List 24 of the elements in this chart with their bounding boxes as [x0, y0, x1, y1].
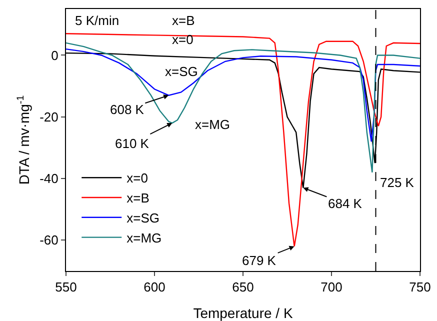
annotation: 679 K [242, 253, 276, 268]
ref-line-label: 725 K [380, 175, 414, 190]
x-axis-title: Temperature / K [193, 305, 294, 321]
annotation: x=0 [172, 32, 194, 47]
legend-label: x=0 [126, 170, 148, 186]
annotation: x=B [172, 13, 195, 28]
annotation: 5 K/min [75, 13, 120, 28]
x-tick-label: 650 [232, 280, 254, 295]
x-tick-label: 550 [55, 280, 77, 295]
x-tick-label: 600 [144, 280, 166, 295]
annotation: 608 K [110, 102, 144, 117]
annotation: x=SG [165, 64, 198, 79]
x-tick-label: 700 [320, 280, 342, 295]
legend-label: x=B [126, 190, 150, 206]
y-tick-label: 0 [51, 48, 58, 63]
annotation: 610 K [115, 136, 150, 151]
x-tick-label: 750 [409, 280, 431, 295]
y-tick-label: -60 [40, 232, 58, 248]
legend-label: x=SG [126, 210, 160, 226]
annotation: 684 K [328, 196, 362, 211]
legend-label: x=MG [126, 230, 162, 246]
y-tick-label: -20 [40, 109, 58, 124]
annotation: x=MG [195, 117, 230, 132]
y-tick-label: -40 [40, 171, 58, 186]
